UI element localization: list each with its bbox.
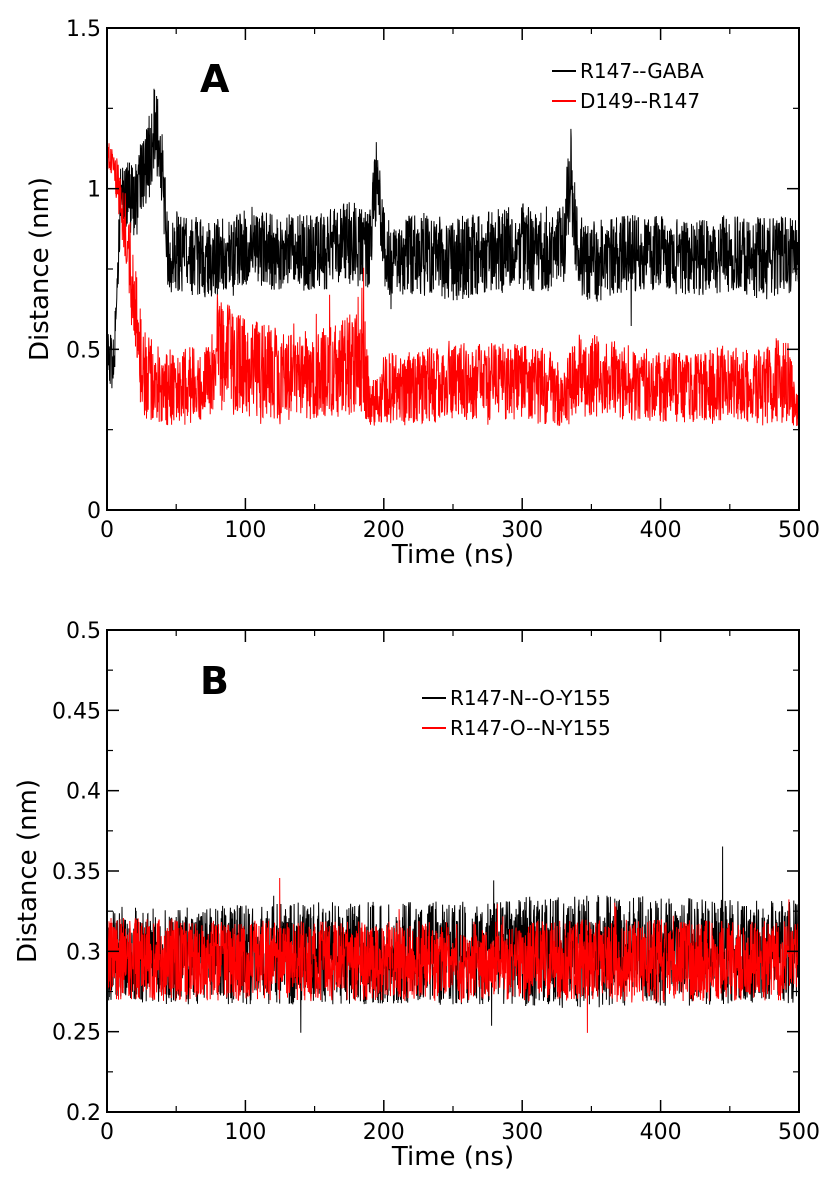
y-tick-label: 0.3 (66, 940, 101, 965)
y-tick-label: 0 (87, 499, 101, 524)
y-tick-label: 0.45 (52, 699, 101, 724)
panel-a-y-axis-title: Distance (nm) (25, 177, 55, 361)
panel-a-legend: R147--GABA D149--R147 (552, 59, 704, 113)
panel-b-label: B (200, 659, 229, 703)
panel-a-series-layer (106, 88, 800, 427)
y-tick-label: 1.5 (66, 17, 101, 42)
panel-b-legend-label-r147-n-o-y155: R147-N--O-Y155 (450, 686, 611, 710)
panel-b-ticks: 0 100 200 300 400 500 0.2 0.25 0.3 0.35 0.4 0.45 0.5 (52, 619, 820, 1145)
panel-b: 0 100 200 300 400 500 0.2 0.25 0.3 0.35 0.4 0.45 0.5… (13, 619, 820, 1172)
y-tick-label: 0.5 (66, 619, 101, 644)
panel-a-series-r147-gaba (106, 88, 800, 389)
panel-a-x-axis-title: Time (ns) (391, 540, 514, 570)
x-tick-label: 500 (778, 518, 820, 543)
x-tick-label: 0 (100, 518, 114, 543)
panel-a-ticks: 0 100 200 300 400 500 0 0.5 1 1.5 (66, 17, 820, 543)
x-tick-label: 100 (224, 1120, 266, 1145)
x-tick-label: 300 (501, 518, 543, 543)
y-tick-label: 0.35 (52, 860, 101, 885)
x-tick-label: 200 (363, 1120, 405, 1145)
panel-b-series-r147-o-n-y155 (106, 877, 800, 1033)
y-tick-label: 0.4 (66, 780, 101, 805)
panel-b-legend: R147-N--O-Y155 R147-O--N-Y155 (422, 686, 611, 740)
panel-a-series-d149-r147 (106, 138, 800, 427)
y-tick-label: 0.2 (66, 1101, 101, 1126)
panel-a: 0 100 200 300 400 500 0 0.5 1 1.5 A Time (ns) Dis… (25, 17, 820, 570)
x-tick-label: 300 (501, 1120, 543, 1145)
panel-b-x-axis-title: Time (ns) (391, 1142, 514, 1172)
x-tick-label: 400 (640, 1120, 682, 1145)
x-tick-label: 0 (100, 1120, 114, 1145)
x-tick-label: 100 (224, 518, 266, 543)
y-tick-label: 0.25 (52, 1021, 101, 1046)
panel-a-label: A (200, 57, 230, 101)
y-tick-label: 1 (87, 178, 101, 203)
x-tick-label: 400 (640, 518, 682, 543)
panel-b-series-layer (106, 846, 800, 1033)
x-tick-label: 500 (778, 1120, 820, 1145)
panel-b-y-axis-title: Distance (nm) (13, 779, 43, 963)
panel-a-legend-label-d149-r147: D149--R147 (580, 89, 700, 113)
y-tick-label: 0.5 (66, 338, 101, 363)
panel-a-legend-label-r147-gaba: R147--GABA (580, 59, 704, 83)
x-tick-label: 200 (363, 518, 405, 543)
panel-b-legend-label-r147-o-n-y155: R147-O--N-Y155 (450, 716, 611, 740)
